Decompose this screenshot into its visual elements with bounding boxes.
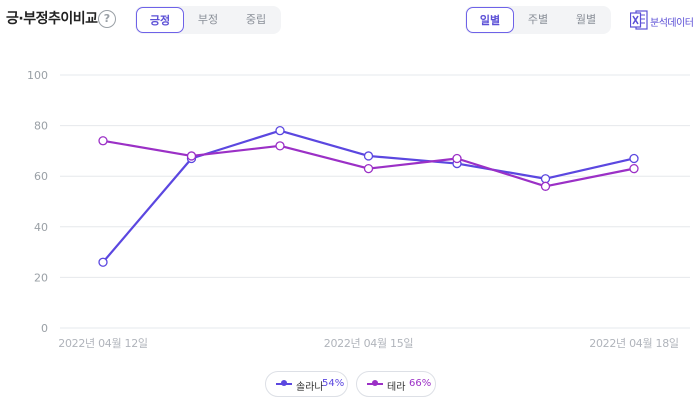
data-point: [540, 181, 551, 191]
tab-monthly[interactable]: 월별: [575, 13, 597, 26]
y-tick-label: 60: [34, 170, 48, 183]
tab-neutral[interactable]: 중립: [245, 13, 267, 26]
tab-daily[interactable]: 일별: [466, 7, 514, 33]
data-point: [98, 257, 108, 267]
export-label: 분석데이터: [650, 18, 694, 29]
data-point: [186, 151, 197, 161]
x-tick-label: 2022년 04월 18일: [589, 336, 679, 350]
period-tab-group: 일별 주별 월별: [465, 6, 611, 34]
data-point: [363, 151, 374, 161]
legend-marker-terra: [367, 380, 383, 386]
series-line: [102, 139, 635, 188]
series-line: [102, 129, 635, 263]
y-tick-label: 40: [34, 221, 48, 234]
data-point: [275, 141, 285, 151]
chart-header: 긍·부정추이비교 ? 긍정 부정 중립 일별 주별 월별 분석데이터: [0, 0, 700, 44]
x-tick-label: 2022년 04월 15일: [324, 336, 414, 350]
data-point: [98, 136, 108, 146]
legend-percent-solana: 54%: [322, 378, 345, 389]
chart-title: 긍·부정추이비교: [6, 11, 98, 27]
legend-marker-solana: [276, 380, 292, 386]
question-circle-icon[interactable]: ?: [98, 10, 116, 28]
excel-icon: [630, 10, 648, 30]
data-point: [363, 163, 374, 174]
tab-positive[interactable]: 긍정: [136, 7, 184, 33]
legend-percent-terra: 66%: [409, 378, 432, 389]
tab-weekly[interactable]: 주별: [527, 13, 549, 26]
tab-negative[interactable]: 부정: [197, 13, 219, 26]
y-tick-label: 100: [27, 69, 48, 82]
data-point: [629, 153, 639, 164]
y-tick-label: 0: [41, 322, 48, 335]
y-tick-label: 80: [34, 120, 48, 133]
data-point: [275, 126, 285, 136]
y-tick-label: 20: [34, 271, 48, 284]
legend-label-terra: 테라: [387, 382, 406, 393]
legend-label-solana: 솔라나: [296, 382, 324, 393]
data-point: [452, 153, 462, 164]
legend-item-terra[interactable]: 테라 66%: [356, 371, 436, 397]
sentiment-tab-group: 긍정 부정 중립: [135, 6, 281, 34]
x-tick-label: 2022년 04월 12일: [58, 336, 148, 350]
legend-item-solana[interactable]: 솔라나 54%: [265, 371, 348, 397]
data-point: [540, 174, 551, 184]
data-point: [629, 163, 639, 174]
